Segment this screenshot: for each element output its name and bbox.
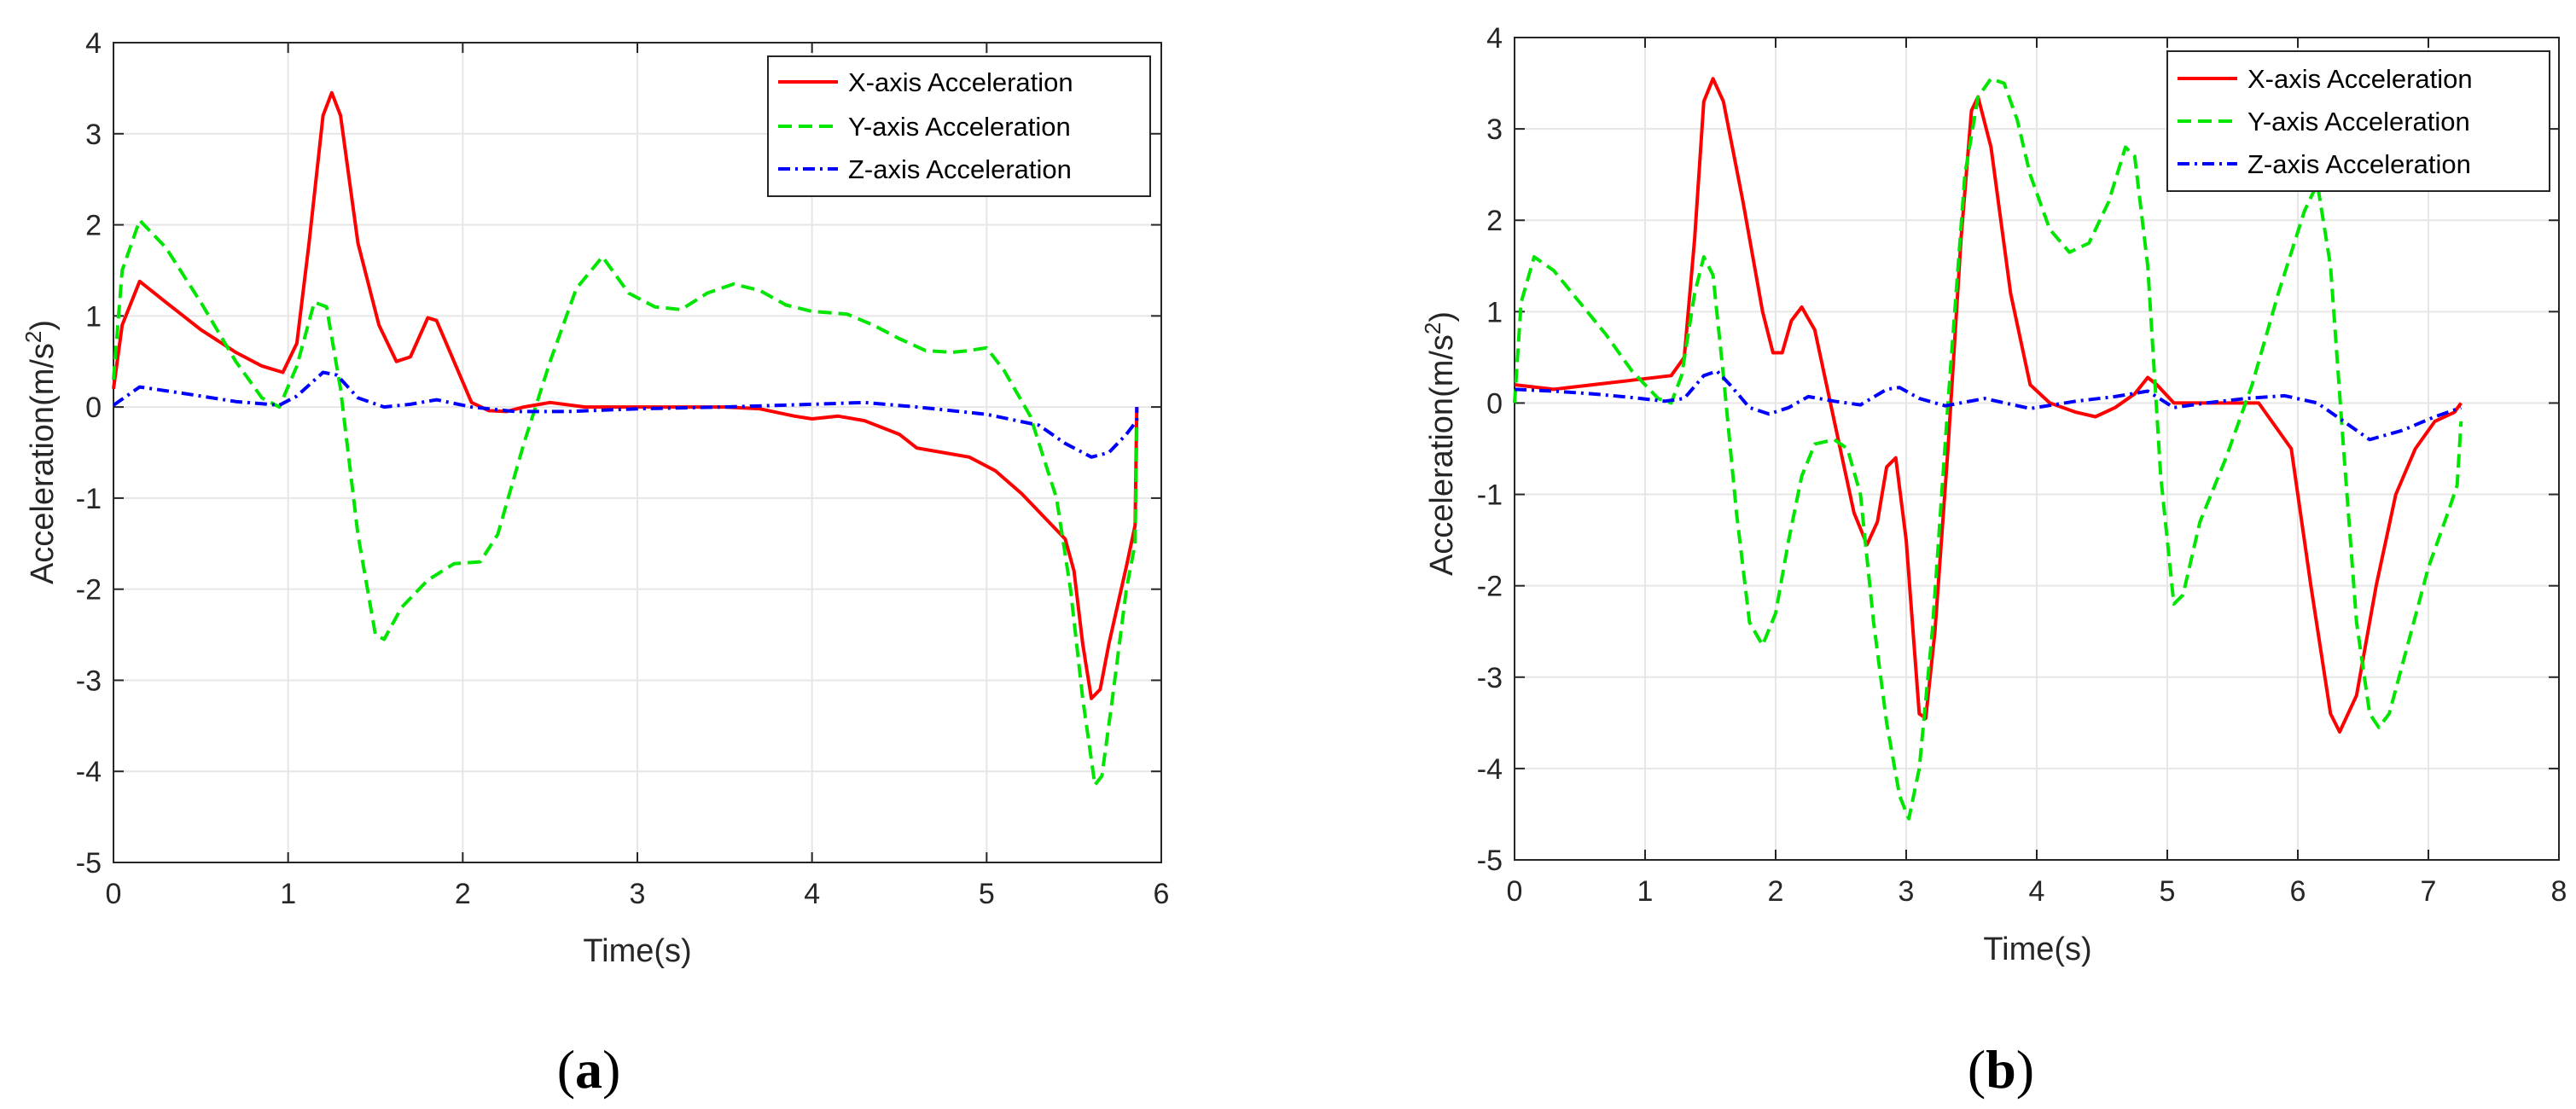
legend-label-z: Z-axis Acceleration: [2247, 149, 2471, 179]
y-tick-label: 1: [1486, 296, 1503, 328]
axis-ticks: 0 1 2 3 4 5 6 -5 -4 -3 -2 -1 0 1 2 3 4: [76, 27, 1170, 910]
y-tick-label: 2: [1486, 205, 1503, 237]
y-tick-label: -1: [1477, 479, 1503, 512]
y-tick-label: 4: [1486, 22, 1503, 55]
x-tick-label: 6: [2290, 875, 2306, 908]
x-tick-label: 3: [630, 878, 646, 910]
y-tick-label: 0: [1486, 387, 1503, 420]
legend-label-y: Y-axis Acceleration: [848, 112, 1071, 142]
x-tick-label: 0: [1507, 875, 1523, 908]
x-tick-label: 0: [106, 878, 122, 910]
y-axis-label: Acceleration(m/s2): [1420, 311, 1460, 576]
legend-label-z: Z-axis Acceleration: [848, 154, 1072, 184]
x-tick-label: 4: [2029, 875, 2045, 908]
x-axis-label: Time(s): [1983, 932, 2091, 967]
y-tick-label: -5: [1477, 845, 1503, 877]
y-tick-label: 2: [85, 210, 102, 242]
x-axis-label: Time(s): [583, 933, 691, 969]
x-tick-label: 8: [2551, 875, 2567, 908]
x-tick-label: 5: [979, 878, 995, 910]
series-x-acceleration: [112, 90, 1139, 700]
y-tick-label: 3: [1486, 113, 1503, 146]
y-tick-label: -5: [76, 847, 102, 880]
x-tick-label: 1: [280, 878, 296, 910]
x-tick-label: 2: [455, 878, 471, 910]
x-tick-label: 2: [1768, 875, 1784, 908]
y-tick-label: 4: [85, 27, 102, 60]
axis-ticks: 0 1 2 3 4 5 6 7 8 -5 -4 -3 -2 -1 0 1 2 3 4: [1477, 22, 2567, 908]
y-tick-label: -2: [76, 574, 102, 607]
series-lines: [112, 90, 1139, 787]
x-tick-label: 1: [1637, 875, 1654, 908]
series-y-acceleration: [112, 218, 1139, 787]
y-axis-label: Acceleration(m/s2): [20, 320, 61, 584]
y-tick-label: -2: [1477, 571, 1503, 603]
y-tick-label: -3: [1477, 662, 1503, 694]
panel-caption-b: (b): [1968, 1039, 2034, 1100]
series-x-acceleration: [1514, 77, 2463, 734]
chart-panel-a: 0 1 2 3 4 5 6 -5 -4 -3 -2 -1 0 1 2 3 4 Time(s) Accelerat…: [20, 27, 1169, 1100]
x-tick-label: 4: [804, 878, 820, 910]
legend-label-x: X-axis Acceleration: [2247, 64, 2473, 94]
y-tick-label: -3: [76, 665, 102, 697]
chart-panel-b: 0 1 2 3 4 5 6 7 8 -5 -4 -3 -2 -1 0 1 2 3 4 Time(s) Acceler…: [1420, 22, 2567, 1100]
legend-label-y: Y-axis Acceleration: [2247, 107, 2470, 136]
legend-label-x: X-axis Acceleration: [848, 67, 1073, 97]
x-tick-label: 3: [1899, 875, 1915, 908]
panel-caption-a: (a): [557, 1039, 621, 1100]
y-tick-label: -4: [76, 756, 102, 788]
x-tick-label: 7: [2421, 875, 2437, 908]
legend: X-axis Acceleration Y-axis Acceleration …: [767, 55, 1151, 197]
y-tick-label: 3: [85, 119, 102, 151]
y-tick-label: -4: [1477, 753, 1503, 786]
x-tick-label: 6: [1154, 878, 1170, 910]
y-tick-label: -1: [76, 483, 102, 515]
series-y-acceleration: [1513, 77, 2463, 821]
series-z-acceleration: [112, 370, 1139, 459]
y-tick-label: 1: [85, 300, 102, 333]
legend: X-axis Acceleration Y-axis Acceleration …: [2166, 50, 2550, 192]
series-lines: [1513, 77, 2463, 821]
y-tick-label: 0: [85, 392, 102, 424]
x-tick-label: 5: [2160, 875, 2176, 908]
